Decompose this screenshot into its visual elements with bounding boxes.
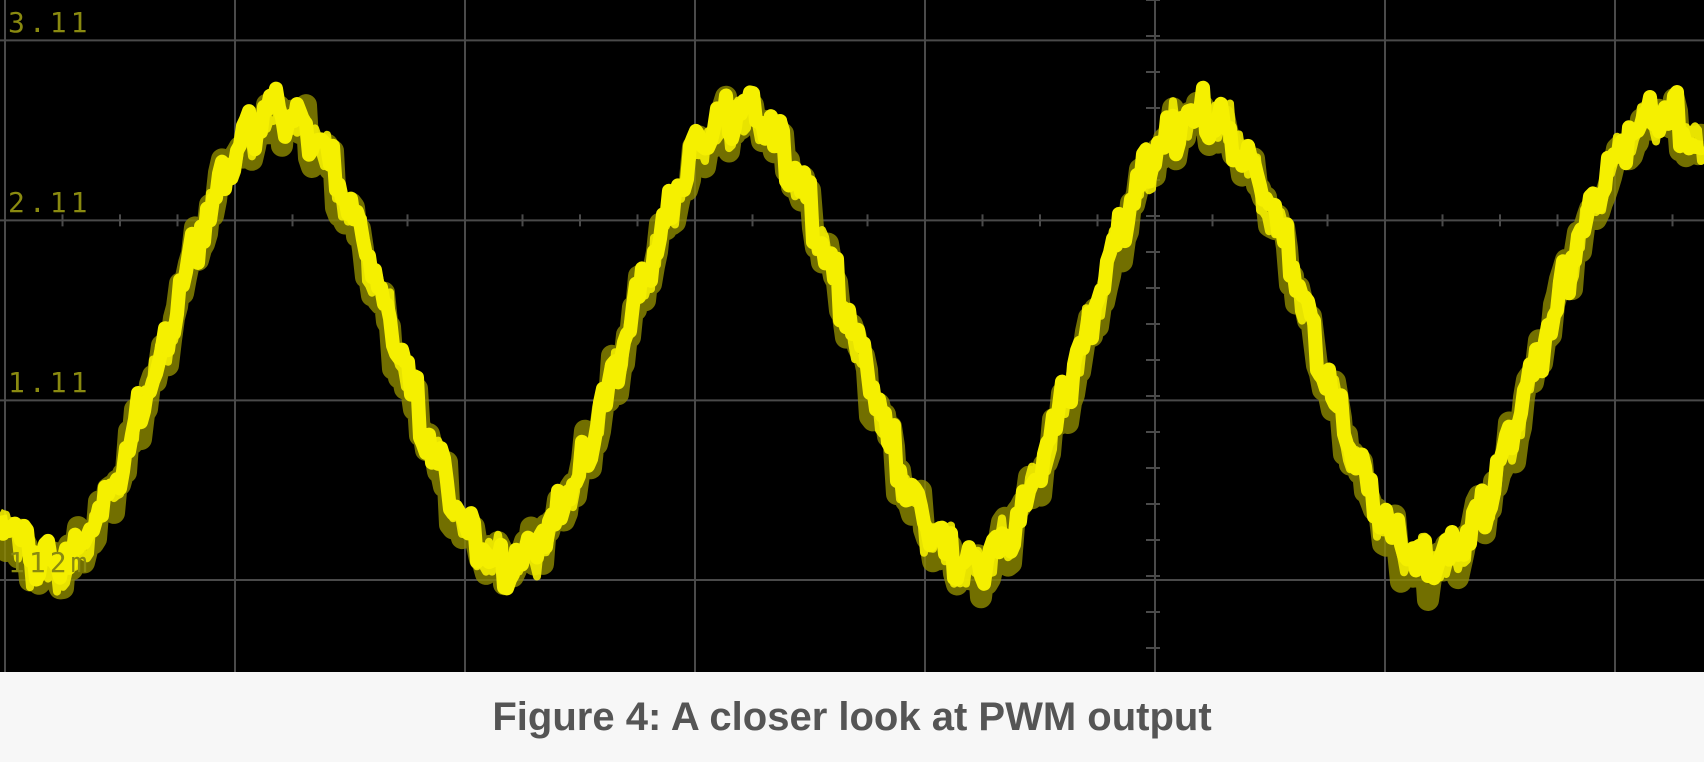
y-tick-label-3-11: 3.11 xyxy=(8,6,91,39)
figure-caption: Figure 4: A closer look at PWM output xyxy=(492,694,1212,739)
y-tick-label-112m: 112m xyxy=(8,546,91,579)
signal-trace xyxy=(0,80,1704,611)
trace-line-overlay xyxy=(0,86,1704,596)
grid xyxy=(0,0,1704,672)
y-tick-label-2-11: 2.11 xyxy=(8,186,91,219)
y-tick-label-1-11: 1.11 xyxy=(8,366,91,399)
waveform-plot: 3.11 2.11 1.11 112m xyxy=(0,0,1704,672)
oscilloscope-display: 3.11 2.11 1.11 112m xyxy=(0,0,1704,672)
